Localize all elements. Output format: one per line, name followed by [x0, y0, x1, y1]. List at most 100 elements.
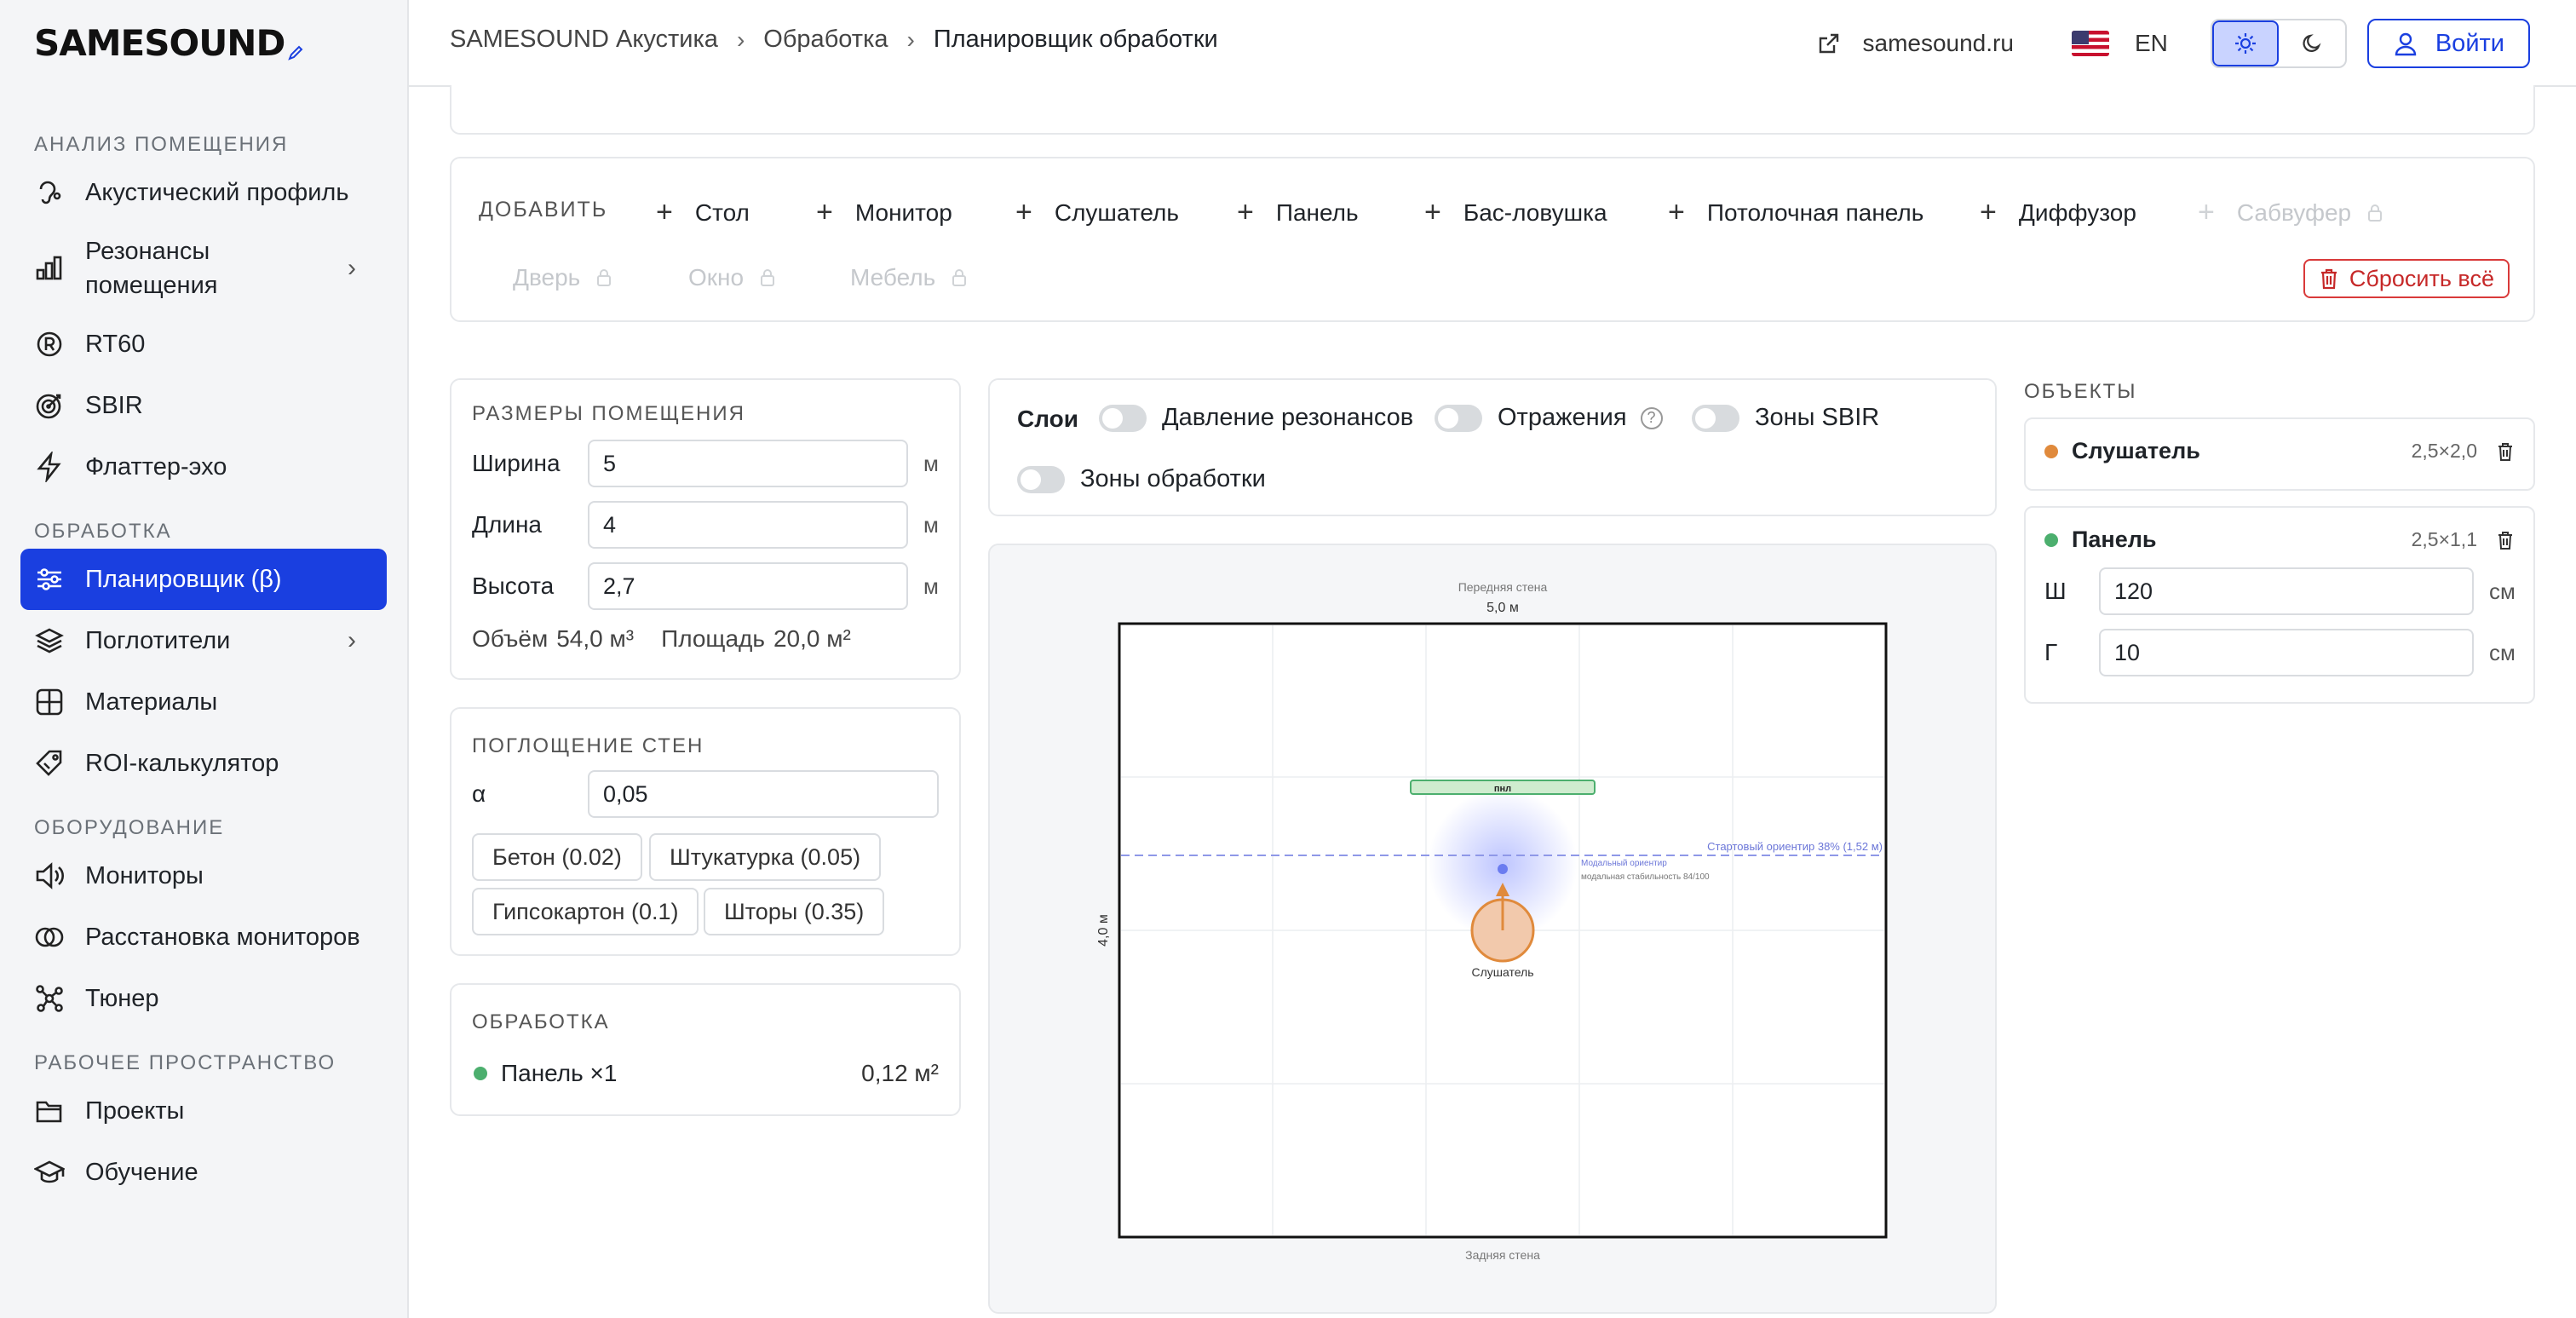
add-button-label: Окно	[688, 264, 745, 291]
panel-object[interactable]	[1410, 780, 1596, 795]
sidebar-item-monitor-placement[interactable]: Расстановка мониторов	[20, 906, 387, 968]
sidebar-item-materials[interactable]: Материалы	[20, 671, 387, 733]
object-card-listener[interactable]: Слушатель 2,5×2,0	[2024, 417, 2535, 491]
listener-label: Слушатель	[1471, 965, 1533, 979]
toggle-switch[interactable]	[1435, 404, 1482, 432]
add-subwoofer-button: + Сабвуфер	[2198, 196, 2383, 229]
nav-section-title: АНАЛИЗ ПОМЕЩЕНИЯ	[34, 133, 289, 156]
room-plan-canvas[interactable]: Передняя стена 5,0 м 4,0 м Стартовый ори…	[988, 544, 1997, 1314]
header-actions: samesound.ru EN Войти	[1817, 19, 2530, 68]
add-furniture-button: Мебель	[850, 264, 968, 291]
sidebar-item-label: RT60	[85, 330, 146, 358]
panel-object-label: пнл	[1494, 784, 1511, 794]
toggle-switch[interactable]	[1017, 465, 1065, 493]
add-button-label: Дверь	[513, 264, 581, 291]
add-button-label: Панель	[1275, 199, 1359, 226]
help-icon[interactable]: ?	[1640, 406, 1663, 429]
layer-resonance-pressure[interactable]: Давление резонансов	[1099, 404, 1413, 432]
toggle-switch[interactable]	[1692, 404, 1739, 432]
sidebar-item-sbir[interactable]: SBIR	[20, 375, 387, 436]
reset-all-button[interactable]: Сбросить всё	[2303, 259, 2510, 298]
width-input[interactable]: 5	[588, 440, 908, 487]
r-circle-icon	[34, 329, 65, 360]
preset-drywall-button[interactable]: Гипсокартон (0.1)	[472, 888, 699, 935]
height-label: Высота	[472, 573, 555, 599]
add-button-label: Потолочная панель	[1706, 199, 1924, 226]
sidebar-item-roi-calculator[interactable]: ROI-калькулятор	[20, 733, 387, 794]
object-card-panel[interactable]: Панель 2,5×1,1 Ш 120 см Г 10 см	[2024, 506, 2535, 704]
add-bar-title: ДОБАВИТЬ	[479, 198, 608, 222]
moon-icon	[2303, 34, 2321, 52]
trash-icon[interactable]	[2496, 530, 2515, 550]
unit-label: м	[923, 573, 939, 599]
front-wall-label: Передняя стена	[1458, 580, 1548, 594]
layers-card: Слои Давление резонансов Отражения ? Зон…	[988, 378, 1997, 516]
chevron-right-icon: ›	[736, 26, 745, 53]
objects-title: ОБЪЕКТЫ	[2024, 380, 2137, 403]
room-stats: Объём 54,0 м³ Площадь 20,0 м²	[472, 625, 851, 653]
preset-concrete-button[interactable]: Бетон (0.02)	[472, 833, 642, 881]
sidebar-item-absorbers[interactable]: Поглотители ›	[20, 610, 387, 671]
panel-width-input[interactable]: 120	[2099, 567, 2474, 615]
preset-curtains-button[interactable]: Шторы (0.35)	[704, 888, 885, 935]
length-input[interactable]: 4	[588, 501, 908, 549]
plus-icon: +	[1237, 196, 1254, 228]
lock-icon	[597, 269, 612, 286]
language-label: EN	[2134, 30, 2168, 56]
breadcrumb-link[interactable]: SAMESOUND Акустика	[450, 26, 718, 53]
sidebar-item-planner[interactable]: Планировщик (β)	[20, 549, 387, 610]
trash-icon[interactable]	[2496, 441, 2515, 462]
dark-theme-button[interactable]	[2279, 20, 2345, 66]
add-ceiling-panel-button[interactable]: + Потолочная панель	[1668, 196, 1923, 229]
sidebar-item-label: Резонансы помещения	[85, 238, 218, 299]
layer-sbir-zones[interactable]: Зоны SBIR	[1692, 404, 1879, 432]
unit-label: м	[923, 511, 939, 538]
logo[interactable]: SAMESOUND	[34, 22, 303, 64]
object-header: Панель 2,5×1,1	[2044, 527, 2515, 553]
modal-point	[1498, 864, 1508, 874]
object-name: Панель	[2072, 527, 2157, 552]
add-diffuser-button[interactable]: + Диффузор	[1980, 196, 2136, 229]
start-guide-label: Стартовый ориентир 38% (1,52 м)	[1707, 840, 1883, 853]
sidebar-item-rt60[interactable]: RT60	[20, 314, 387, 375]
preset-plaster-button[interactable]: Штукатурка (0.05)	[649, 833, 882, 881]
light-theme-button[interactable]	[2211, 20, 2279, 66]
sidebar-item-label: Планировщик (β)	[85, 565, 282, 593]
sidebar-item-monitors[interactable]: Мониторы	[20, 845, 387, 906]
login-label: Войти	[2435, 29, 2504, 57]
toggle-switch[interactable]	[1099, 404, 1147, 432]
sidebar-item-projects[interactable]: Проекты	[20, 1080, 387, 1142]
sidebar-item-tuner[interactable]: Тюнер	[20, 968, 387, 1029]
unit-label: м	[923, 450, 939, 476]
add-desk-button[interactable]: + Стол	[656, 196, 750, 229]
add-panel-button[interactable]: + Панель	[1237, 196, 1359, 229]
add-listener-button[interactable]: + Слушатель	[1015, 196, 1179, 229]
login-button[interactable]: Войти	[2366, 19, 2530, 68]
alpha-input[interactable]: 0,05	[588, 770, 939, 818]
add-bass-trap-button[interactable]: + Бас-ловушка	[1424, 196, 1607, 229]
sidebar-item-room-resonances[interactable]: Резонансы помещения ›	[20, 223, 387, 314]
sidebar-item-acoustic-profile[interactable]: Акустический профиль	[20, 162, 387, 223]
layer-treatment-zones[interactable]: Зоны обработки	[1017, 465, 1266, 493]
sidebar-item-learning[interactable]: Обучение	[20, 1142, 387, 1203]
panel-depth-input[interactable]: 10	[2099, 629, 2474, 676]
lock-icon	[761, 269, 775, 286]
chevron-right-icon: ›	[348, 254, 356, 282]
site-link[interactable]: samesound.ru	[1817, 30, 2014, 57]
volume-label: Объём	[472, 625, 549, 652]
breadcrumb-link[interactable]: Обработка	[763, 26, 888, 53]
height-input[interactable]: 2,7	[588, 562, 908, 610]
sidebar-item-flutter-echo[interactable]: Флаттер-эхо	[20, 436, 387, 498]
add-objects-bar: ДОБАВИТЬ + Стол + Монитор + Слушатель + Пане…	[450, 157, 2535, 322]
nav-section-title: ОБОРУДОВАНИЕ	[34, 816, 225, 839]
object-name: Слушатель	[2072, 438, 2200, 463]
add-monitor-button[interactable]: + Монитор	[816, 196, 952, 229]
object-position: 2,5×2,0	[2411, 440, 2477, 462]
height-row: Высота 2,7 м	[472, 562, 939, 610]
layer-reflections[interactable]: Отражения ?	[1435, 404, 1663, 432]
language-switch[interactable]: EN	[2071, 30, 2168, 57]
plus-icon: +	[656, 196, 673, 228]
site-link-label: samesound.ru	[1862, 30, 2014, 56]
width-label: Ширина	[472, 450, 561, 476]
object-position: 2,5×1,1	[2411, 528, 2477, 550]
